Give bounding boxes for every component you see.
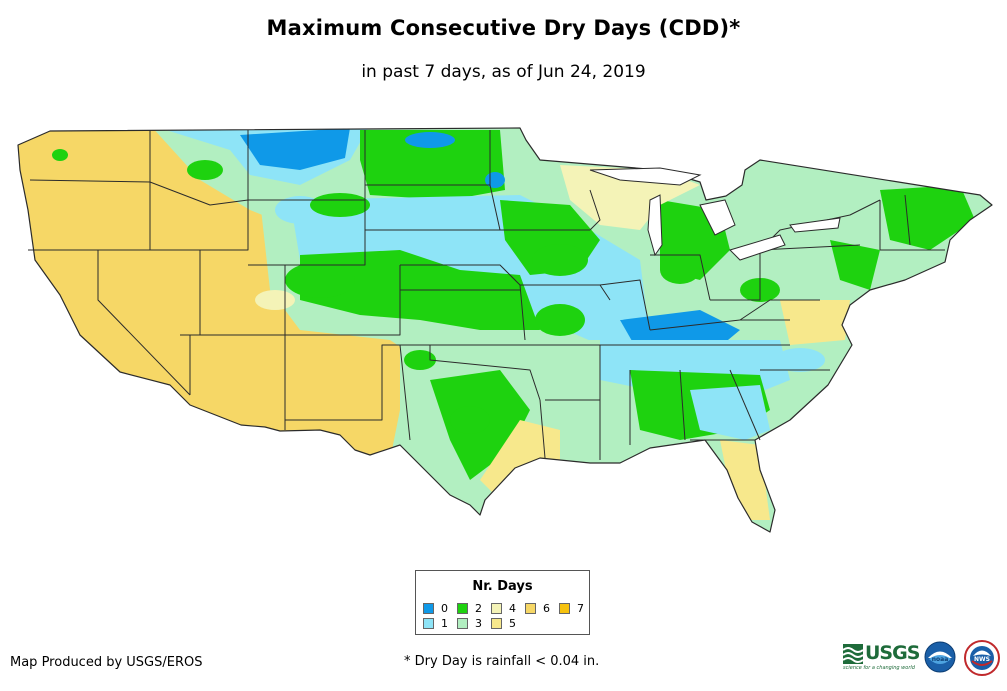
legend-label-2: 2 [475,602,482,615]
legend-label-1: 1 [441,617,448,630]
noaa-wordmark: noaa [932,656,949,663]
legend-swatch-6 [525,603,536,614]
blotch-illinois-1 [598,260,642,320]
blotch-indiana-2 [660,256,700,284]
map-title: Maximum Consecutive Dry Days (CDD)* [266,16,741,40]
legend-swatch-4 [491,603,502,614]
blotch-minnesota-0 [485,172,505,188]
usgs-tagline: science for a changing world [843,665,915,671]
nws-logo: NWS [964,640,1000,676]
legend-label-3: 3 [475,617,482,630]
state-borders [17,127,993,533]
region-virginia-5 [780,300,850,345]
nws-wordmark: NWS [974,656,990,663]
blotch-wyoming-2 [310,193,370,217]
usgs-wordmark: USGS [865,642,920,664]
region-texas-5 [480,420,560,495]
legend-label-4: 4 [509,602,516,615]
legend-swatch-0 [423,603,434,614]
region-georgia-1 [690,385,770,440]
map-subtitle: in past 7 days, as of Jun 24, 2019 [361,62,646,82]
legend-label-0: 0 [441,602,448,615]
blotch-northdakota-0 [405,132,455,148]
noaa-logo: noaa [924,641,956,673]
legend-swatch-7 [559,603,570,614]
legend-label-6: 6 [543,602,550,615]
usgs-logo: USGS science for a changing world [843,642,920,672]
cdd-regions [18,128,980,520]
blotch-colorado-4 [255,290,295,310]
footnote: * Dry Day is rainfall < 0.04 in. [404,654,600,669]
blotch-iowa-2 [532,244,588,276]
legend-swatch-5 [491,618,502,629]
map-credit: Map Produced by USGS/EROS [10,655,203,670]
region-newengland-2 [880,185,975,250]
great-lakes [589,167,841,261]
legend-swatch-3 [457,618,468,629]
blotch-missouri-2 [535,304,585,336]
blotch-colorado-2 [285,262,355,298]
region-florida-5 [720,440,770,520]
legend-label-5: 5 [509,617,516,630]
region-montana-0b [240,128,350,170]
region-midatlantic-2 [830,240,880,290]
usgs-wave-icon [843,644,863,664]
region-dakota-2 [360,130,505,200]
legend: Nr. Days 0 1 2 3 4 5 6 7 [415,570,590,635]
legend-title: Nr. Days [472,579,533,594]
blotch-nm-2 [404,350,436,370]
legend-swatch-1 [423,618,434,629]
blotch-nc-1 [775,348,825,372]
blotch-wash-2 [52,149,68,161]
blotch-texas-n-2 [450,406,490,434]
legend-label-7: 7 [577,602,584,615]
legend-swatch-2 [457,603,468,614]
blotch-idaho-2 [187,160,223,180]
